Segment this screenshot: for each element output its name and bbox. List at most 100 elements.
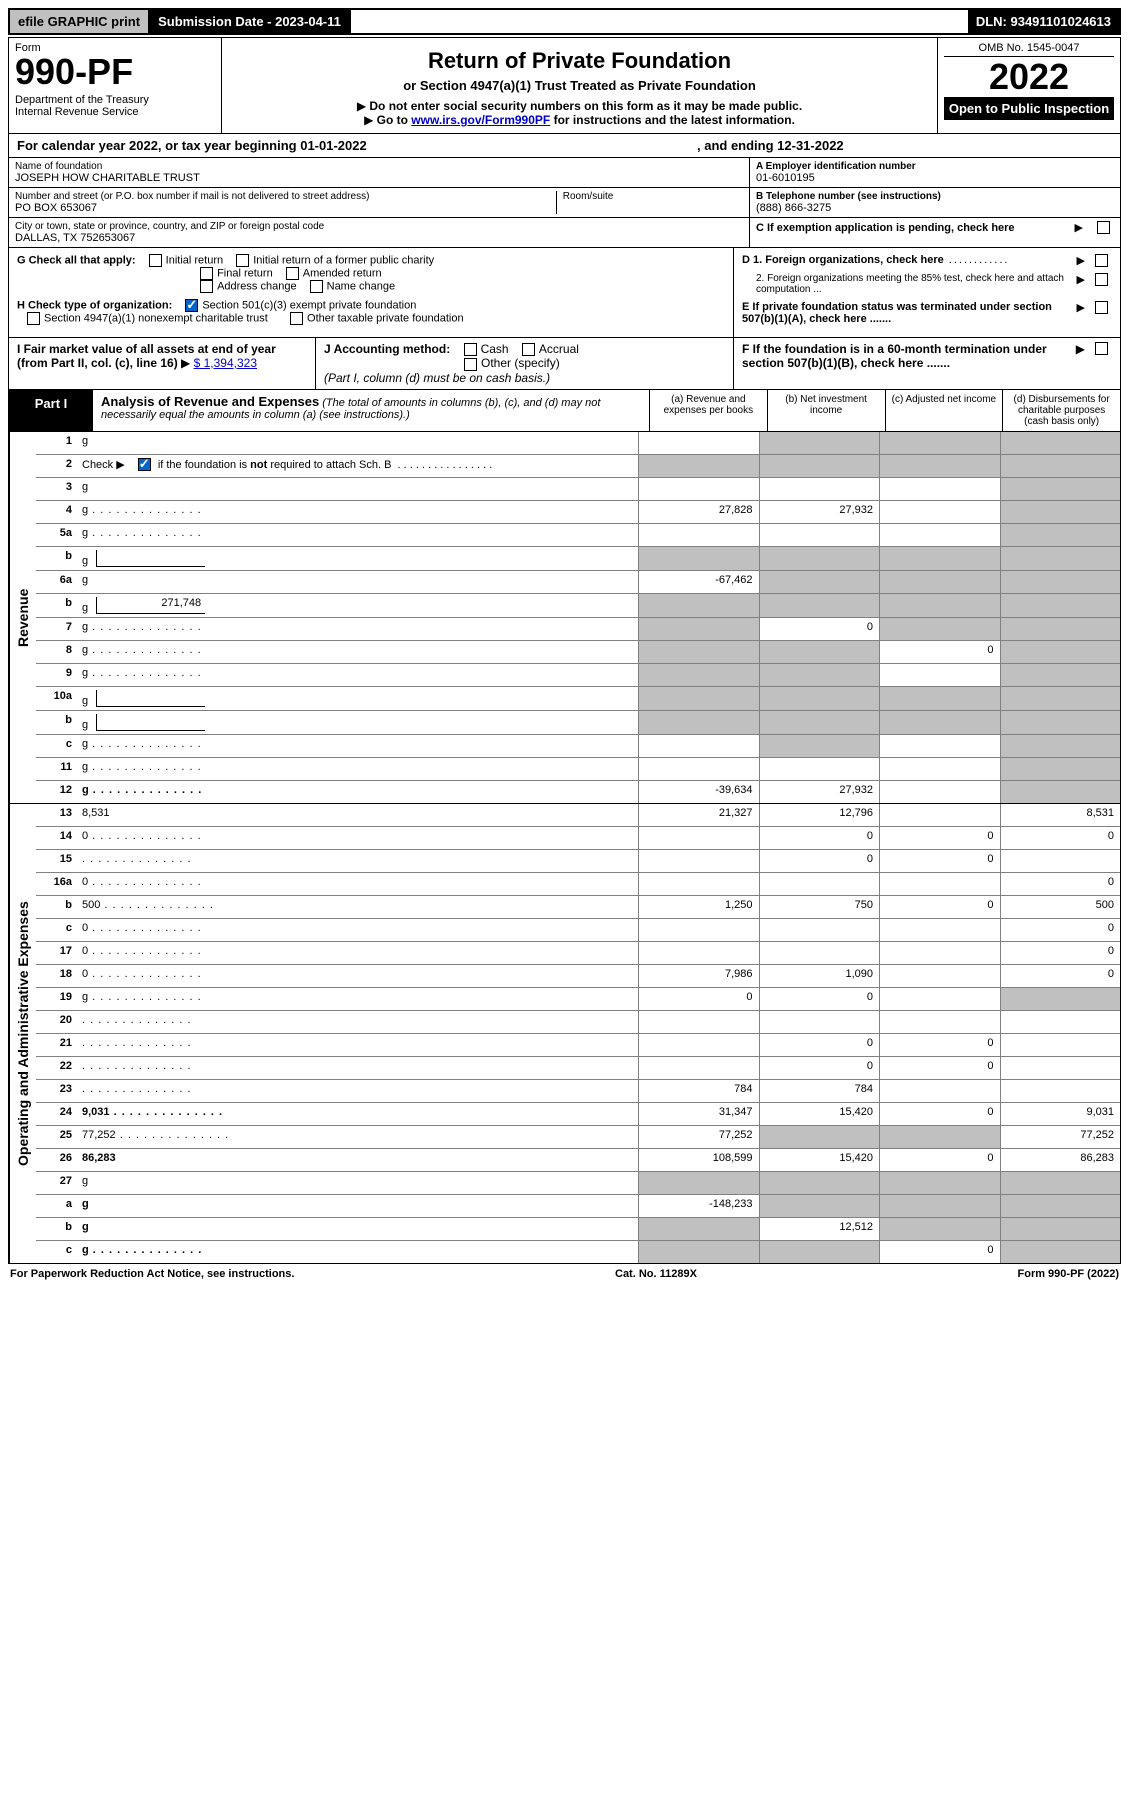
cell-col-a: -148,233 [639, 1195, 760, 1217]
cell-col-a [639, 1241, 760, 1263]
row-desc: g [78, 478, 639, 500]
phone-cell: B Telephone number (see instructions) (8… [750, 188, 1120, 218]
ein-label: A Employer identification number [756, 161, 916, 172]
cell-col-d: 0 [1001, 919, 1121, 941]
row-number: 5a [36, 524, 78, 546]
table-row: 138,53121,32712,7968,531 [36, 804, 1120, 827]
cell-col-d: 0 [1001, 965, 1121, 987]
row-number: 15 [36, 850, 78, 872]
cell-col-b: 1,090 [760, 965, 881, 987]
row-desc [78, 1080, 639, 1102]
cell-col-a [639, 455, 760, 477]
cell-col-b [760, 571, 881, 593]
row-desc [78, 1034, 639, 1056]
cell-col-d: 77,252 [1001, 1126, 1121, 1148]
table-row: 2577,25277,25277,252 [36, 1126, 1120, 1149]
row-desc: g [78, 781, 639, 803]
cell-col-c [880, 1218, 1001, 1240]
f-label: F If the foundation is in a 60-month ter… [742, 342, 1047, 370]
addr-cell: Number and street (or P.O. box number if… [15, 191, 557, 214]
h-other-checkbox[interactable] [290, 312, 303, 325]
city-cell: City or town, state or province, country… [9, 218, 749, 247]
d-e-right: D 1. Foreign organizations, check here ▶… [733, 248, 1120, 337]
schb-checkbox[interactable] [138, 458, 151, 471]
calendar-year-row: For calendar year 2022, or tax year begi… [8, 134, 1121, 158]
cell-col-d [1001, 478, 1121, 500]
cell-col-b [760, 455, 881, 477]
row-desc: g [78, 1241, 639, 1263]
row-number: 26 [36, 1149, 78, 1171]
instr-line1: Do not enter social security numbers on … [369, 99, 802, 113]
row-number: a [36, 1195, 78, 1217]
g-initial-checkbox[interactable] [149, 254, 162, 267]
cell-col-b: 750 [760, 896, 881, 918]
j-accrual-checkbox[interactable] [522, 343, 535, 356]
cell-col-d [1001, 547, 1121, 570]
d2-checkbox[interactable] [1095, 273, 1108, 286]
cell-col-d [1001, 1241, 1121, 1263]
cell-col-c [880, 804, 1001, 826]
cell-col-d [1001, 641, 1121, 663]
h-4947-checkbox[interactable] [27, 312, 40, 325]
cell-col-a [639, 594, 760, 617]
row-number: b [36, 547, 78, 570]
cell-col-b [760, 641, 881, 663]
cell-col-b: 15,420 [760, 1103, 881, 1125]
g-initial-former-checkbox[interactable] [236, 254, 249, 267]
row-desc: g [78, 735, 639, 757]
cell-col-a: 7,986 [639, 965, 760, 987]
row-desc: g [78, 664, 639, 686]
row-number: 10a [36, 687, 78, 710]
addr-row: Number and street (or P.O. box number if… [9, 188, 749, 218]
omb-number: OMB No. 1545-0047 [944, 42, 1114, 57]
c-label: C If exemption application is pending, c… [756, 222, 1015, 234]
form-title: Return of Private Foundation [232, 48, 927, 74]
cell-col-c [880, 1011, 1001, 1033]
row-desc: g [78, 641, 639, 663]
dln-label: DLN: 93491101024613 [968, 10, 1119, 33]
e-checkbox[interactable] [1095, 301, 1108, 314]
topbar-spacer [351, 10, 968, 33]
cell-col-a: 108,599 [639, 1149, 760, 1171]
g-final-checkbox[interactable] [200, 267, 213, 280]
cell-col-b: 15,420 [760, 1149, 881, 1171]
cell-col-a [639, 735, 760, 757]
cell-col-a: 21,327 [639, 804, 760, 826]
table-row: 3g [36, 478, 1120, 501]
g-name-checkbox[interactable] [310, 280, 323, 293]
cell-col-c [880, 547, 1001, 570]
g-amended: Amended return [303, 267, 382, 279]
table-row: ag-148,233 [36, 1195, 1120, 1218]
h-501c3-checkbox[interactable] [185, 299, 198, 312]
g-initial-former: Initial return of a former public charit… [253, 254, 434, 266]
j-other-checkbox[interactable] [464, 358, 477, 371]
revenue-grid: Revenue 1g2Check ▶ if the foundation is … [8, 432, 1121, 804]
g-address-checkbox[interactable] [200, 280, 213, 293]
row-desc: g [78, 1172, 639, 1194]
j-note: (Part I, column (d) must be on cash basi… [324, 371, 550, 385]
c-checkbox[interactable] [1097, 221, 1110, 234]
row-number: 19 [36, 988, 78, 1010]
fmv-value-link[interactable]: $ 1,394,323 [194, 356, 257, 370]
addr-label: Number and street (or P.O. box number if… [15, 191, 556, 202]
table-row: 4g27,82827,932 [36, 501, 1120, 524]
cell-col-c [880, 478, 1001, 500]
info-right: A Employer identification number 01-6010… [749, 158, 1120, 247]
j-cash-checkbox[interactable] [464, 343, 477, 356]
cell-col-d: 0 [1001, 942, 1121, 964]
irs-link[interactable]: www.irs.gov/Form990PF [411, 113, 550, 127]
cell-col-d [1001, 758, 1121, 780]
cell-col-c [880, 571, 1001, 593]
g-amended-checkbox[interactable] [286, 267, 299, 280]
cell-col-a: -67,462 [639, 571, 760, 593]
cell-col-b [760, 758, 881, 780]
cell-col-c: 0 [880, 641, 1001, 663]
part1-desc: Analysis of Revenue and Expenses (The to… [93, 390, 650, 431]
f-checkbox[interactable] [1095, 342, 1108, 355]
cell-col-b [760, 524, 881, 546]
row-desc: g [78, 432, 639, 454]
row-desc: g [78, 988, 639, 1010]
table-row: bg271,748 [36, 594, 1120, 618]
d1-checkbox[interactable] [1095, 254, 1108, 267]
row-number: 16a [36, 873, 78, 895]
